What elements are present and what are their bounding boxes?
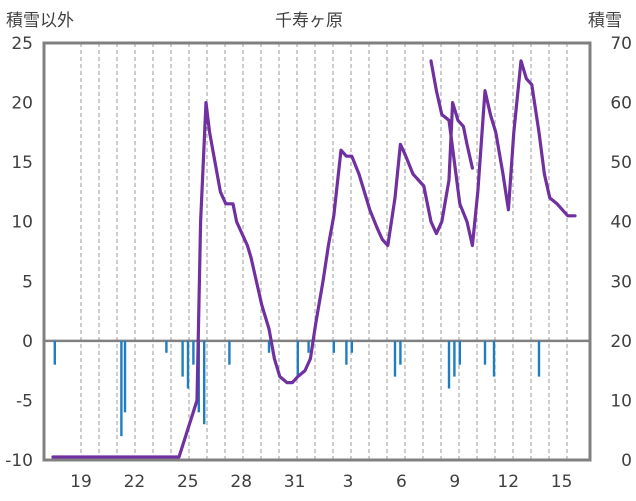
precip-bar (399, 340, 402, 365)
precip-bar (483, 340, 487, 365)
right-tick-label: 50 (610, 153, 632, 173)
precip-bar (192, 340, 195, 365)
precip-bar (181, 340, 184, 377)
precip-bar (307, 340, 310, 353)
right-tick-label: 0 (621, 451, 632, 471)
chart-title: 千寿ヶ原 (275, 11, 343, 31)
x-tick-label: 19 (70, 472, 92, 492)
x-tick-label: 28 (230, 472, 252, 492)
snow-depth-line-1 (51, 100, 474, 459)
precip-bar (393, 340, 397, 377)
precip-bar (492, 340, 496, 377)
precip-bar (120, 340, 123, 437)
precip-bar (458, 340, 461, 365)
right-axis-title: 積雪 (588, 11, 622, 31)
x-tick-label: 6 (396, 472, 407, 492)
left-tick-label: 15 (11, 153, 33, 173)
left-tick-label: 25 (11, 34, 33, 54)
precip-bar (537, 340, 541, 377)
precip-bar (345, 340, 348, 365)
x-tick-label: 22 (124, 472, 146, 492)
precip-bar (332, 340, 335, 353)
precip-bar (228, 340, 231, 365)
x-tick-label: 31 (284, 472, 306, 492)
left-axis-title: 積雪以外 (6, 11, 74, 31)
precip-bar (186, 340, 190, 389)
left-tick-label: 20 (11, 94, 33, 114)
snow-depth-line-2 (429, 59, 577, 248)
precip-bar (350, 340, 353, 353)
x-tick-label: 25 (177, 472, 199, 492)
right-tick-label: 10 (610, 391, 632, 411)
precip-bar (123, 340, 127, 413)
precip-bar (165, 340, 168, 353)
left-tick-label: 5 (22, 272, 33, 292)
plot-frame (42, 41, 592, 462)
right-tick-label: 70 (610, 34, 632, 54)
left-tick-label: -5 (16, 391, 33, 411)
x-tick-label: 15 (551, 472, 573, 492)
x-tick-label: 3 (343, 472, 354, 492)
left-tick-label: 0 (22, 332, 33, 352)
precip-bar (267, 340, 271, 353)
right-tick-label: 40 (610, 213, 632, 233)
precip-bar (453, 340, 456, 377)
right-tick-label: 30 (610, 272, 632, 292)
precip-bar (296, 340, 299, 377)
precip-bar (53, 340, 56, 365)
right-tick-label: 20 (610, 332, 632, 352)
precip-bar (203, 340, 206, 425)
left-tick-label: 10 (11, 213, 33, 233)
x-tick-label: 9 (449, 472, 460, 492)
x-tick-label: 12 (497, 472, 519, 492)
left-tick-label: -10 (5, 451, 33, 471)
right-tick-label: 60 (610, 94, 632, 114)
precip-bar (447, 340, 451, 389)
